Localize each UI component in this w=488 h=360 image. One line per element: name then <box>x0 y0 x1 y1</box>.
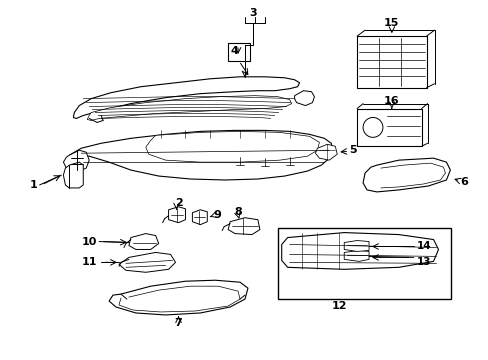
Text: 10: 10 <box>81 237 97 247</box>
Text: 8: 8 <box>234 207 242 217</box>
Text: 14: 14 <box>416 242 430 252</box>
Polygon shape <box>87 96 291 121</box>
Bar <box>228 43 249 61</box>
Bar <box>356 36 426 88</box>
Bar <box>277 228 450 299</box>
Polygon shape <box>281 233 438 269</box>
Polygon shape <box>109 280 247 315</box>
Polygon shape <box>294 91 314 105</box>
Text: 7: 7 <box>174 318 182 328</box>
Polygon shape <box>192 210 207 225</box>
Text: 15: 15 <box>384 18 399 28</box>
Text: 13: 13 <box>416 257 430 267</box>
Text: 1: 1 <box>30 180 38 190</box>
Polygon shape <box>119 252 175 272</box>
Text: 16: 16 <box>383 96 399 105</box>
Text: 9: 9 <box>213 210 221 220</box>
Polygon shape <box>63 162 83 188</box>
Polygon shape <box>228 218 259 235</box>
Polygon shape <box>129 234 158 249</box>
Polygon shape <box>344 251 368 261</box>
Polygon shape <box>63 150 89 172</box>
Polygon shape <box>362 158 449 192</box>
Text: 6: 6 <box>459 177 467 187</box>
Polygon shape <box>315 144 337 160</box>
Text: 11: 11 <box>81 257 97 267</box>
Text: 3: 3 <box>248 8 256 18</box>
Polygon shape <box>145 131 319 162</box>
Text: 12: 12 <box>331 301 346 311</box>
Bar <box>356 109 421 146</box>
Text: 5: 5 <box>348 145 356 155</box>
Text: 2: 2 <box>174 198 182 208</box>
Text: 4: 4 <box>230 46 238 56</box>
Polygon shape <box>69 130 332 180</box>
Polygon shape <box>73 77 299 118</box>
Polygon shape <box>344 240 368 251</box>
Polygon shape <box>168 207 185 223</box>
